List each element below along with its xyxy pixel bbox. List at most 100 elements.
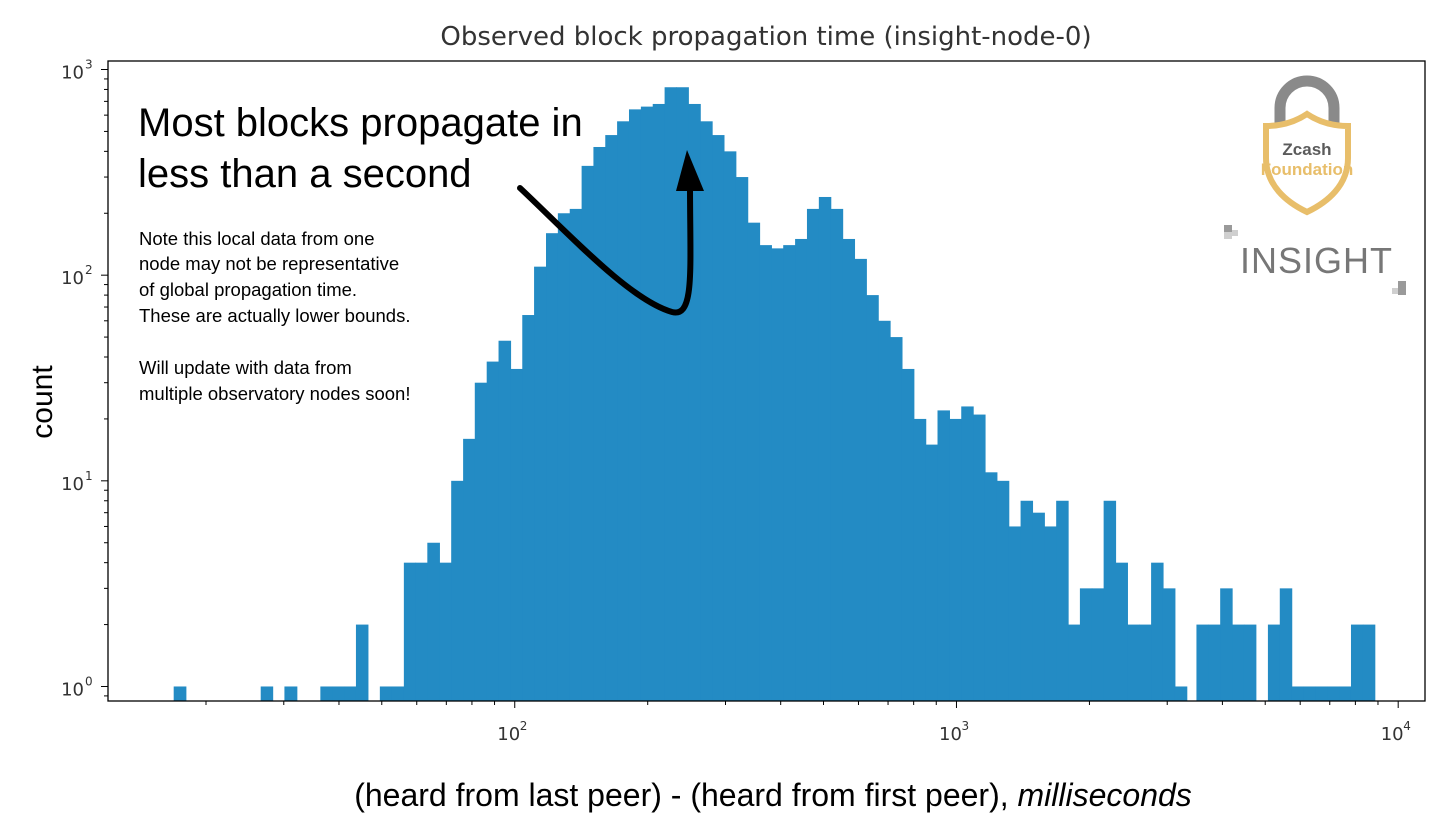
histogram-bar <box>806 208 820 701</box>
histogram-bar <box>1151 562 1164 701</box>
histogram-bar <box>474 382 488 701</box>
insight-pixel <box>1232 230 1238 236</box>
note-line-3: of global propagation time. <box>139 279 357 300</box>
histogram-bar <box>379 686 393 701</box>
histogram-bar <box>830 208 844 701</box>
y-tick-label: 10 <box>61 474 84 495</box>
x-tick-exponent: 2 <box>520 719 528 733</box>
histogram-bar <box>1208 624 1221 701</box>
histogram-bar <box>795 238 808 701</box>
histogram-bar <box>913 418 927 701</box>
histogram-bar <box>937 410 950 701</box>
histogram-bar <box>463 438 476 701</box>
histogram-bar <box>854 258 867 701</box>
annotation-arrow <box>517 150 704 316</box>
histogram-bar <box>1115 562 1128 701</box>
histogram-bar <box>1350 624 1364 701</box>
headline-annotation: Most blocks propagate in less than a sec… <box>138 101 583 196</box>
histogram-bar <box>1008 526 1022 701</box>
x-axis-ticks: 10 2 10 3 10 4 <box>205 701 1411 745</box>
histogram-bar <box>332 686 345 701</box>
y-tick-exponent: 0 <box>85 674 93 688</box>
x-axis-label-main: (heard from last peer) - (heard from fir… <box>354 777 1017 813</box>
histogram-bar <box>1232 624 1245 701</box>
histogram-bar <box>890 337 903 701</box>
insight-pixel <box>1224 232 1232 239</box>
x-axis-label-unit: milliseconds <box>1018 777 1192 813</box>
histogram-bar <box>1267 624 1281 701</box>
histogram-bar <box>1291 686 1305 701</box>
histogram-bar <box>700 121 713 702</box>
y-tick-label: 10 <box>61 679 84 700</box>
y-tick-exponent: 3 <box>85 58 93 72</box>
histogram-bar <box>1079 588 1093 701</box>
histogram-bar <box>735 177 749 702</box>
histogram-bar <box>534 266 547 701</box>
histogram-bar <box>617 121 630 702</box>
histogram-bar <box>1044 526 1057 701</box>
note-annotation: Note this local data from one node may n… <box>139 228 410 404</box>
histogram-bar <box>522 315 535 701</box>
histogram-bar <box>605 135 618 701</box>
histogram-bar <box>640 106 654 702</box>
histogram-bar <box>439 562 452 701</box>
histogram-bar <box>1327 686 1340 701</box>
logo-foundation-text: Foundation <box>1261 160 1354 179</box>
histogram-bar <box>901 368 915 701</box>
histogram-bar <box>415 562 428 701</box>
headline-line-2: less than a second <box>138 152 472 196</box>
histogram-bar <box>1339 686 1352 701</box>
histogram-bar <box>1362 624 1376 701</box>
histogram-bar <box>1032 512 1045 701</box>
x-axis-label: (heard from last peer) - (heard from fir… <box>354 777 1192 813</box>
x-tick-label: 10 <box>939 724 962 745</box>
histogram-bar <box>1091 588 1105 701</box>
histogram-bar <box>498 340 512 701</box>
histogram-bar <box>676 87 689 702</box>
histogram-bar <box>1103 500 1117 701</box>
histogram-bar <box>747 222 761 702</box>
histogram-bar <box>427 542 440 701</box>
histogram-bar <box>510 368 523 701</box>
histogram-bar <box>878 320 891 701</box>
y-axis-label: count <box>26 365 59 439</box>
insight-pixel <box>1224 225 1232 232</box>
histogram-bar <box>712 135 725 701</box>
histogram-bar <box>818 196 832 702</box>
insight-text: INSIGHT <box>1240 240 1393 281</box>
y-tick-label: 10 <box>61 63 84 84</box>
histogram-bar <box>842 238 856 701</box>
note-line-4: These are actually lower bounds. <box>139 305 410 326</box>
histogram-bar <box>949 418 962 701</box>
zcash-foundation-logo: Zcash Foundation <box>1261 75 1354 216</box>
logo-shackle <box>1274 75 1340 140</box>
histogram-bar <box>1315 686 1328 701</box>
arrow-head <box>676 150 704 191</box>
histogram-bar <box>557 213 571 701</box>
histogram-bar <box>1139 624 1152 701</box>
y-tick-label: 10 <box>61 268 84 289</box>
x-tick-label: 10 <box>1381 724 1404 745</box>
histogram-bar <box>569 208 583 701</box>
histogram-bar <box>1243 624 1257 701</box>
histogram-bar <box>320 686 333 701</box>
histogram-bar <box>344 686 357 701</box>
histogram-bar <box>771 248 784 701</box>
histogram-bar <box>403 562 417 701</box>
histogram-bar <box>451 480 464 701</box>
histogram-bar <box>1162 588 1176 701</box>
insight-pixel <box>1398 288 1406 295</box>
histogram-bar <box>173 686 187 701</box>
histogram-bar <box>961 406 974 701</box>
y-tick-exponent: 2 <box>85 263 93 277</box>
histogram-bar <box>1174 686 1188 701</box>
histogram-bar <box>652 103 666 701</box>
histogram-bar <box>866 295 879 701</box>
x-tick-exponent: 3 <box>961 719 969 733</box>
histogram-bar <box>973 414 986 701</box>
histogram-bars <box>173 87 1376 702</box>
insight-pixel <box>1398 281 1406 288</box>
note-line-2: node may not be representative <box>139 253 399 274</box>
histogram-bar <box>1303 686 1316 701</box>
